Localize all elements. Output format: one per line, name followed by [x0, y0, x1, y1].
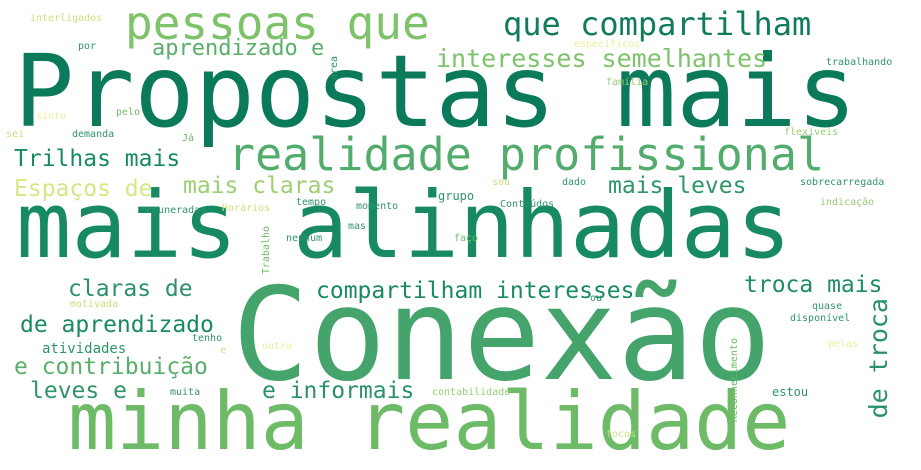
word-mais-alinhadas: mais alinhadas — [16, 172, 792, 279]
word-aprendizado-e: aprendizado e — [152, 36, 325, 61]
word-muita: muita — [170, 387, 201, 398]
word-faco: faço — [454, 233, 479, 244]
word-estou: estou — [772, 385, 809, 399]
word-focos: focos — [606, 429, 637, 440]
word-sobrecarregada: sobrecarregada — [800, 177, 885, 188]
word-troca-mais: troca mais — [744, 272, 883, 298]
word-pessoas-que: pessoas que — [125, 0, 430, 50]
word-flexiveis: flexíveis — [784, 127, 839, 138]
word-sou: sou — [492, 177, 511, 188]
word-realidade-profissional: realidade profissional — [228, 128, 825, 181]
word-minha-realidade: minha realidade — [68, 375, 791, 468]
word-quase: quase — [812, 301, 843, 312]
word-claras-de: claras de — [68, 276, 193, 302]
word-familia: família — [606, 77, 649, 88]
word-nenhum: nenhum — [286, 233, 323, 244]
word-e-informais: e informais — [262, 378, 415, 404]
word-interligados: interligados — [30, 13, 103, 24]
word-mas: mas — [348, 221, 367, 232]
word-de-troca: de troca — [864, 298, 893, 419]
word-pelo: pelo — [116, 107, 141, 118]
word-interesses-semelhantes: interesses semelhantes — [436, 44, 768, 73]
word-ja: Já — [182, 133, 195, 144]
word-area: área — [329, 56, 340, 81]
word-reconhecimento: Reconhecimento — [729, 338, 740, 423]
word-tempo: tempo — [296, 197, 327, 208]
word-trabalhando: trabalhando — [826, 57, 893, 68]
word-indicacao: indicação — [820, 197, 875, 208]
word-contabilidade: contabilidade — [432, 387, 511, 398]
word-horarios: Horários — [222, 203, 271, 214]
word-e-contribuicao: e contribuição — [14, 354, 208, 380]
word-de-aprendizado: de aprendizado — [20, 312, 214, 338]
word-espacos-de: Espaços de — [14, 176, 153, 202]
word-por: por — [78, 41, 97, 52]
word-conteudos: Conteúdos — [500, 199, 555, 210]
word-trilhas-mais: Trilhas mais — [14, 146, 181, 172]
word-disponivel: disponível — [790, 313, 851, 324]
word-trabalho: Trabalho — [261, 226, 272, 275]
word-conexao: Conexão — [232, 261, 772, 410]
word-mais-leves: mais leves — [608, 173, 747, 199]
word-tenho: tenho — [192, 333, 223, 344]
word-atividades: atividades — [42, 341, 127, 357]
word-propostas-mais: Propostas mais — [14, 33, 857, 150]
word-leves-e: leves e — [30, 378, 127, 404]
word-pelas: pelas — [828, 339, 859, 350]
word-que-compartilham: que compartilham — [503, 5, 812, 43]
word-demanda: demanda — [72, 129, 115, 140]
word-compartilham-interesses: compartilham interesses — [316, 278, 635, 304]
word-mais-claras: mais claras — [183, 173, 336, 199]
word-especificos: específicos — [574, 39, 641, 50]
word-ou: ou — [590, 293, 603, 304]
word-sinto: sinto — [36, 111, 67, 122]
word-dado: dado — [562, 177, 587, 188]
word-e-small: e — [220, 345, 227, 356]
word-momento: momento — [356, 201, 399, 212]
word-sei: sei — [6, 129, 25, 140]
word-remuneradas: remuneradas — [140, 205, 207, 216]
word-outra: outra — [262, 341, 293, 352]
word-motivada: motivada — [70, 299, 119, 310]
word-grupo: grupo — [438, 189, 475, 203]
